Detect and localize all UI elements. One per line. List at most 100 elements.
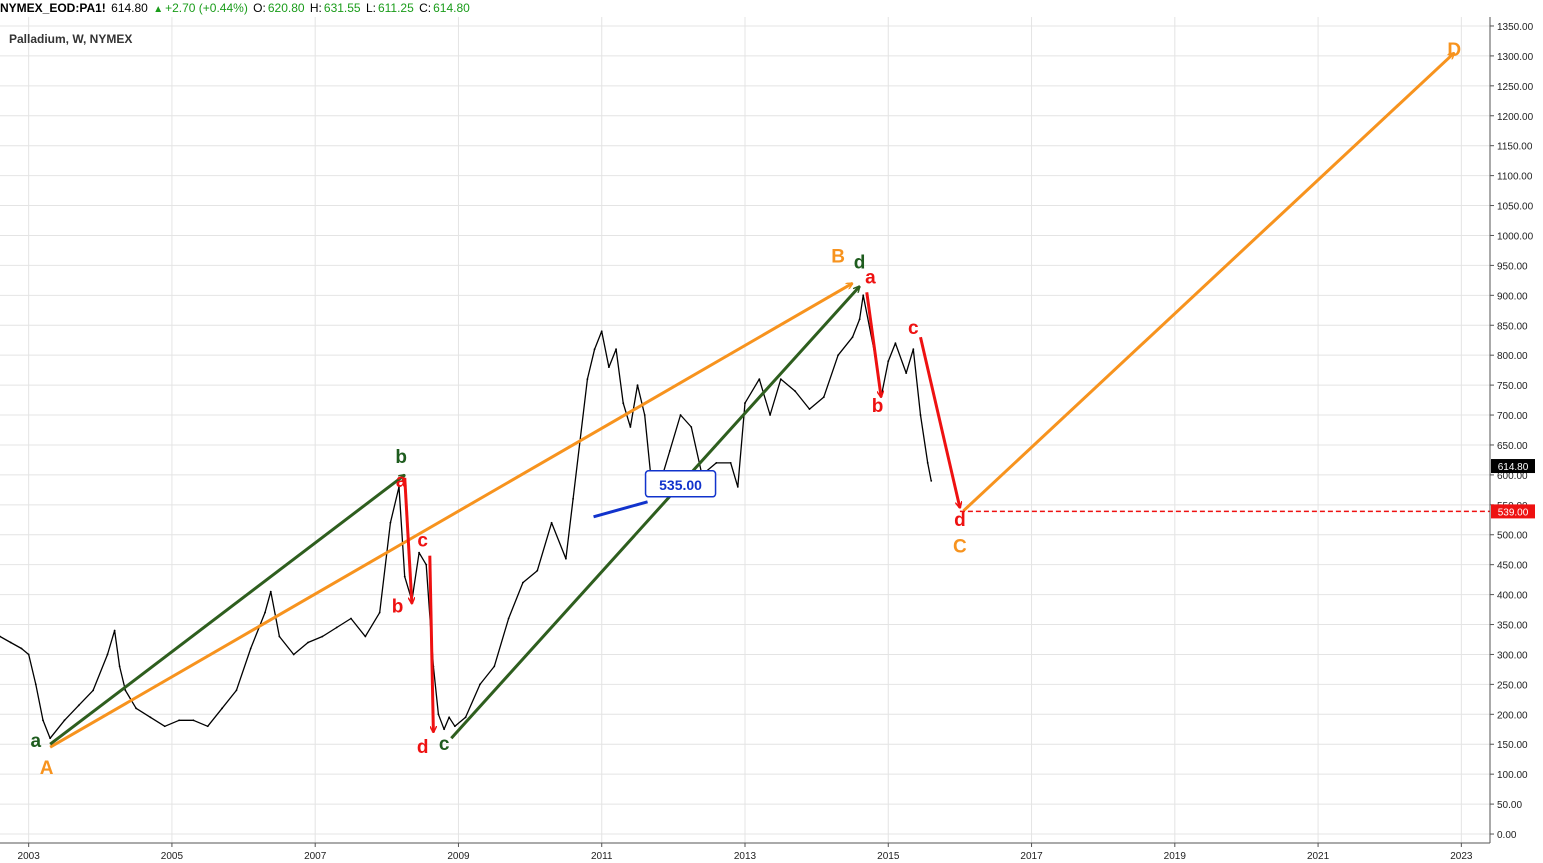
price-point: [905, 372, 908, 375]
y-tick-label: 950.00: [1497, 261, 1528, 272]
price-point: [443, 728, 446, 731]
price-point: [736, 485, 739, 488]
y-tick-label: 450.00: [1497, 561, 1528, 572]
wave-label: D: [1447, 40, 1461, 61]
x-tick-label: 2005: [161, 851, 184, 862]
price-point: [9, 641, 12, 644]
price-point: [437, 713, 440, 716]
price-point: [615, 348, 617, 351]
wave-label: d: [954, 510, 966, 531]
price-label-text: 614.80: [1498, 462, 1529, 473]
red-arrow: [865, 292, 881, 397]
price-point: [398, 485, 400, 488]
price-point: [930, 479, 933, 482]
up-triangle-icon: ▲: [153, 4, 164, 15]
price-point: [27, 653, 30, 656]
y-tick-label: 750.00: [1497, 381, 1528, 392]
symbol-name[interactable]: NYMEX_EOD:PA1!: [0, 1, 106, 15]
price-point: [118, 665, 121, 668]
x-tick-label: 2017: [1020, 851, 1043, 862]
price-point: [453, 725, 456, 728]
price-point: [321, 635, 324, 638]
y-tick-label: 900.00: [1497, 291, 1528, 302]
price-point: [565, 557, 567, 560]
price-callout-box[interactable]: [644, 470, 717, 498]
price-point: [206, 725, 209, 728]
wave-label: a: [396, 471, 407, 492]
price-point: [600, 330, 603, 333]
price-point: [418, 551, 420, 554]
x-axis[interactable]: 2003 2005 2007 2009 2011 2013 2015 2017 2019 2021…: [18, 843, 1473, 862]
wave-label: b: [395, 447, 407, 468]
price-label-box: [1491, 504, 1535, 519]
green-arrow: [49, 475, 405, 746]
close-label: C:: [419, 1, 432, 15]
price-point: [607, 366, 610, 369]
x-tick-label: 2003: [18, 851, 41, 862]
price-point: [49, 737, 52, 740]
price-point: [919, 414, 922, 416]
y-tick-label: 1200.00: [1497, 112, 1534, 123]
price-point: [42, 719, 44, 722]
green-arrow: [450, 286, 859, 740]
price-point: [679, 414, 682, 416]
price-point: [63, 719, 66, 722]
price-point: [586, 378, 589, 381]
price-point: [837, 354, 840, 357]
price-point: [221, 707, 223, 710]
y-tick-label: 400.00: [1497, 591, 1528, 602]
price-point: [858, 318, 861, 321]
price-point: [643, 414, 646, 416]
price-point: [887, 360, 890, 363]
price-point: [34, 683, 37, 686]
y-tick-label: 1100.00: [1497, 172, 1533, 183]
y-tick-label: 1150.00: [1497, 142, 1533, 153]
price-point: [690, 426, 693, 428]
chart-title: Palladium, W, NYMEX: [9, 32, 132, 46]
price-point: [744, 402, 746, 404]
high-label: H:: [309, 1, 322, 15]
price-point: [493, 665, 496, 668]
wave-label: b: [392, 597, 404, 618]
wave-label: a: [865, 267, 876, 288]
price-point: [593, 348, 596, 351]
wave-label: b: [872, 396, 884, 417]
open-value: 620.80: [267, 1, 305, 15]
price-point: [769, 414, 771, 416]
price-label-box: [1491, 459, 1535, 474]
y-tick-label: 200.00: [1497, 710, 1528, 721]
high-value: 631.55: [323, 1, 361, 15]
price-point: [862, 294, 865, 297]
price-point: [163, 725, 166, 728]
y-tick-label: 600.00: [1497, 471, 1528, 482]
price-callout-text: 535.00: [659, 477, 702, 493]
price-point: [178, 719, 180, 722]
price-point: [235, 689, 238, 692]
wave-label: d: [417, 737, 429, 758]
price-point: [622, 402, 625, 404]
y-tick-label: 100.00: [1497, 770, 1528, 781]
price-point: [113, 629, 116, 632]
wave-label: c: [417, 531, 428, 552]
x-tick-label: 2019: [1164, 851, 1187, 862]
x-tick-label: 2009: [447, 851, 470, 862]
price-point: [264, 611, 266, 614]
price-point: [572, 497, 574, 500]
price-point: [894, 342, 897, 345]
x-tick-label: 2007: [304, 851, 327, 862]
price-point: [192, 719, 195, 722]
orange-arrow: [962, 53, 1454, 512]
y-axis[interactable]: 0.00 50.00 100.00 150.00 200.00 250.00 300.00 3…: [1490, 22, 1535, 841]
x-tick-label: 2015: [877, 851, 900, 862]
y-tick-label: 700.00: [1497, 411, 1528, 422]
price-point: [851, 336, 854, 339]
price-point: [425, 563, 428, 566]
price-point: [278, 635, 281, 638]
y-tick-label: 1000.00: [1497, 231, 1534, 242]
price-point: [912, 348, 915, 351]
price-point: [636, 384, 639, 387]
y-tick-label: 1300.00: [1497, 52, 1534, 63]
price-point: [124, 689, 127, 692]
